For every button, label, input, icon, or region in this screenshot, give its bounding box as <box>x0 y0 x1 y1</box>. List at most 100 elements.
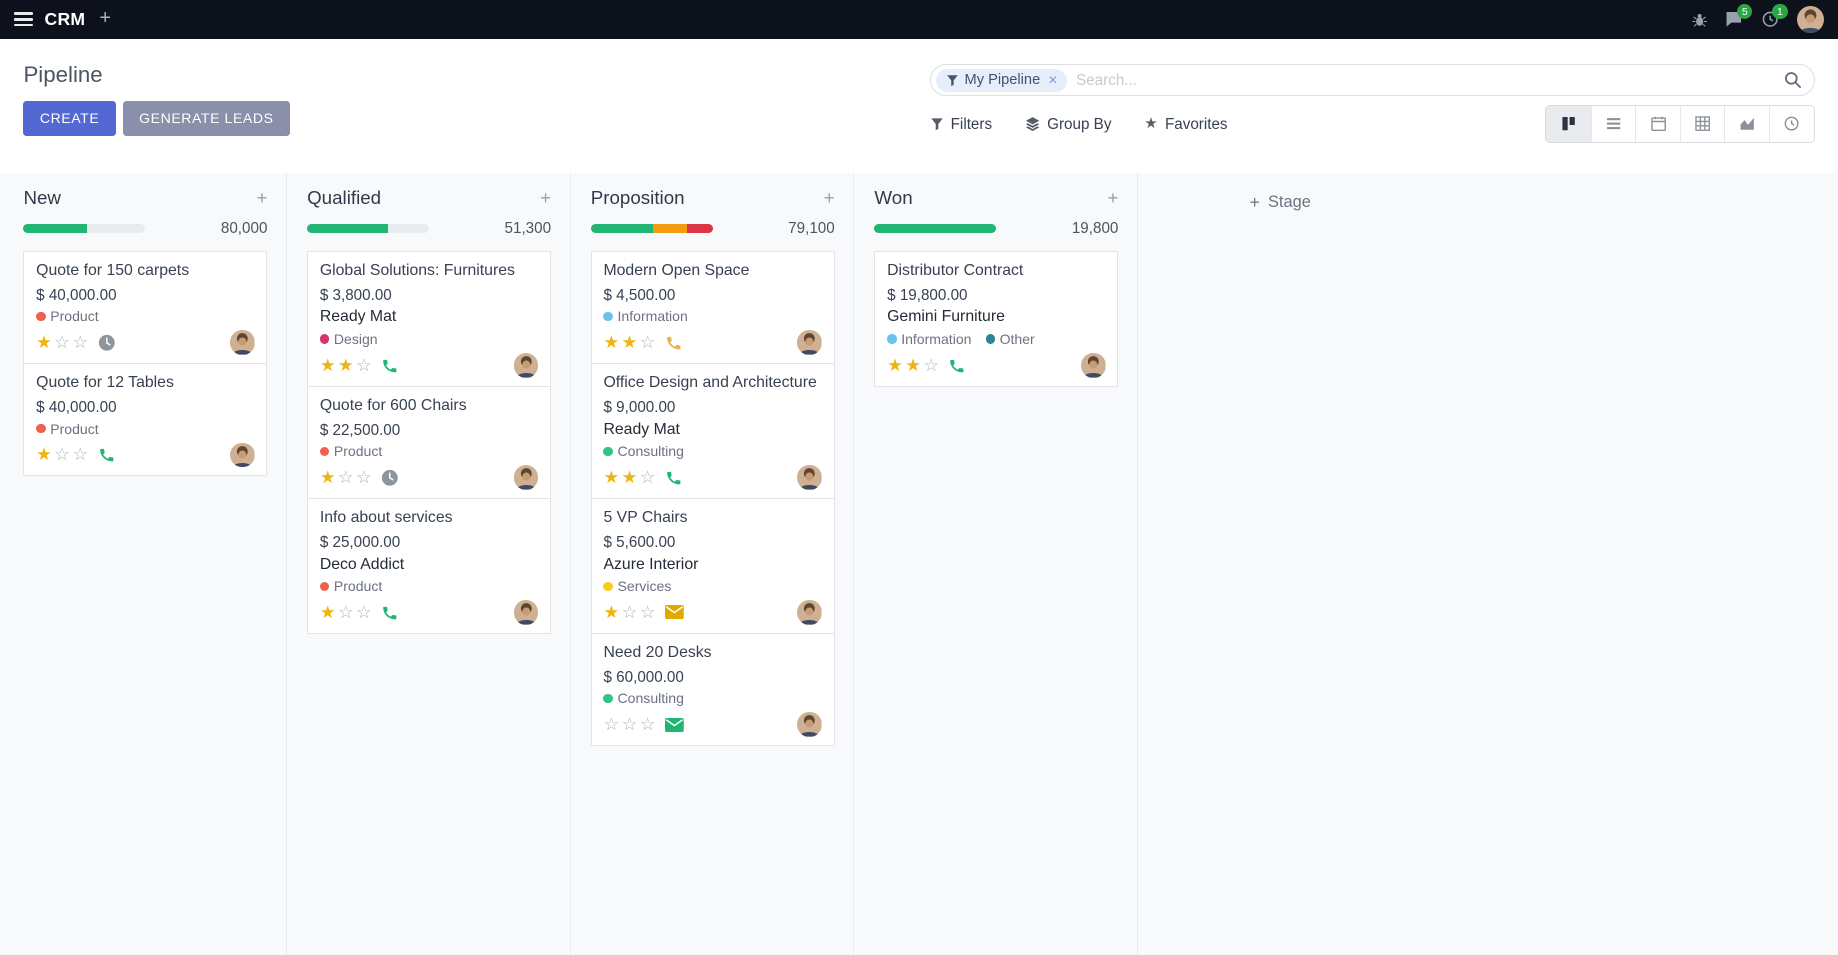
salesperson-avatar[interactable] <box>797 330 823 355</box>
user-avatar[interactable] <box>1796 5 1824 33</box>
priority-star[interactable]: ☆ <box>54 444 71 465</box>
search-bar[interactable]: My Pipeline × <box>929 64 1815 97</box>
column-add-icon[interactable]: + <box>256 186 268 208</box>
priority-star[interactable]: ☆ <box>639 466 656 487</box>
kanban-card[interactable]: 5 VP Chairs $ 5,600.00 Azure Interior Se… <box>590 497 835 634</box>
view-calendar-button[interactable] <box>1635 106 1680 142</box>
progressbar-segment[interactable] <box>652 223 688 233</box>
priority-star[interactable]: ★ <box>603 331 620 352</box>
view-pivot-button[interactable] <box>1679 106 1725 142</box>
kanban-card[interactable]: Modern Open Space $ 4,500.00 Information… <box>590 250 835 365</box>
salesperson-avatar[interactable] <box>797 600 823 625</box>
create-button[interactable]: CREATE <box>23 101 116 136</box>
priority-star[interactable]: ☆ <box>72 331 89 352</box>
card-partner: Ready Mat <box>603 420 680 438</box>
column-progressbar <box>307 223 429 233</box>
tag-label: Information <box>901 331 972 348</box>
salesperson-avatar[interactable] <box>797 465 823 490</box>
priority-star[interactable]: ☆ <box>621 713 638 734</box>
clock-activity-icon[interactable] <box>98 334 116 352</box>
kanban-card[interactable]: Quote for 12 Tables $ 40,000.00 Product … <box>23 362 268 477</box>
view-kanban-button[interactable] <box>1546 106 1591 142</box>
salesperson-avatar[interactable] <box>513 600 539 625</box>
priority-star[interactable]: ★ <box>319 601 336 622</box>
priority-star[interactable]: ★ <box>603 601 620 622</box>
priority-star[interactable]: ★ <box>905 354 921 375</box>
phone-activity-icon[interactable] <box>948 357 966 375</box>
kanban-card[interactable]: Distributor Contract $ 19,800.00 Gemini … <box>874 250 1119 387</box>
facet-remove-icon[interactable]: × <box>1048 71 1058 89</box>
app-name[interactable]: CRM <box>44 8 86 29</box>
progressbar-segment[interactable] <box>590 223 653 233</box>
salesperson-avatar[interactable] <box>230 330 255 355</box>
salesperson-avatar[interactable] <box>230 442 255 468</box>
priority-star[interactable]: ☆ <box>621 601 638 622</box>
kanban-card[interactable]: Quote for 600 Chairs $ 22,500.00 Product… <box>307 385 552 500</box>
generate-leads-button[interactable]: GENERATE LEADS <box>122 101 290 136</box>
phone-activity-icon[interactable] <box>381 357 399 375</box>
clock-activity-icon[interactable] <box>381 469 399 487</box>
debug-icon[interactable] <box>1691 12 1707 27</box>
kanban-card[interactable]: Info about services $ 25,000.00 Deco Add… <box>307 497 552 634</box>
activities-icon[interactable]: 1 <box>1762 4 1788 27</box>
search-input[interactable] <box>1066 71 1785 89</box>
salesperson-avatar[interactable] <box>513 353 539 378</box>
messages-icon[interactable]: 5 <box>1725 4 1753 27</box>
priority-star[interactable]: ☆ <box>639 331 656 352</box>
filters-button[interactable]: Filters <box>930 116 992 133</box>
priority-star[interactable]: ★ <box>36 444 52 465</box>
phone-activity-icon[interactable] <box>665 334 683 352</box>
priority-star[interactable]: ★ <box>319 466 336 487</box>
priority-star[interactable]: ☆ <box>639 601 656 622</box>
view-graph-button[interactable] <box>1724 106 1770 142</box>
search-icon[interactable] <box>1784 71 1802 89</box>
column-add-icon[interactable]: + <box>540 186 552 208</box>
priority-star[interactable]: ☆ <box>639 713 656 734</box>
priority-star[interactable]: ☆ <box>72 444 89 465</box>
phone-activity-icon[interactable] <box>98 446 116 464</box>
salesperson-avatar[interactable] <box>1081 353 1106 378</box>
priority-star[interactable]: ☆ <box>337 466 354 487</box>
kanban-card[interactable]: Quote for 150 carpets $ 40,000.00 Produc… <box>23 250 268 365</box>
kanban-card[interactable]: Global Solutions: Furnitures $ 3,800.00 … <box>307 250 552 387</box>
priority-star[interactable]: ★ <box>337 354 354 375</box>
favorites-button[interactable]: ★ Favorites <box>1144 116 1227 133</box>
priority-star[interactable]: ☆ <box>603 713 620 734</box>
salesperson-avatar[interactable] <box>797 712 823 737</box>
kanban-card[interactable]: Office Design and Architecture $ 9,000.0… <box>590 362 835 500</box>
tag: Services <box>603 578 671 594</box>
group-by-button[interactable]: Group By <box>1025 115 1112 133</box>
column-add-icon[interactable]: + <box>823 186 835 208</box>
progressbar-segment[interactable] <box>23 223 87 233</box>
priority-star[interactable]: ★ <box>36 331 52 352</box>
view-list-button[interactable] <box>1590 106 1636 142</box>
view-activity-button[interactable] <box>1769 106 1814 142</box>
progressbar-segment[interactable] <box>307 223 388 233</box>
priority-star[interactable]: ☆ <box>337 601 354 622</box>
priority-star[interactable]: ☆ <box>356 601 372 622</box>
group-by-label: Group By <box>1047 115 1112 133</box>
phone-activity-icon[interactable] <box>665 469 683 487</box>
plus-icon[interactable]: + <box>99 7 111 30</box>
envelope-activity-icon[interactable] <box>664 717 684 732</box>
priority-star[interactable]: ☆ <box>356 466 372 487</box>
phone-activity-icon[interactable] <box>381 604 399 622</box>
column-add-icon[interactable]: + <box>1107 186 1119 208</box>
add-stage-button[interactable]: + Stage <box>1249 193 1310 212</box>
progressbar-segment[interactable] <box>687 223 713 233</box>
priority-star[interactable]: ★ <box>887 354 903 375</box>
search-facet[interactable]: My Pipeline × <box>936 68 1067 92</box>
priority-star[interactable]: ☆ <box>356 354 372 375</box>
envelope-activity-icon[interactable] <box>664 605 684 620</box>
priority-star[interactable]: ☆ <box>54 331 71 352</box>
priority-star[interactable]: ★ <box>603 466 620 487</box>
apps-menu-icon[interactable] <box>14 12 33 27</box>
kanban-card[interactable]: Need 20 Desks $ 60,000.00 Consulting ☆ ☆ ☆ <box>590 632 835 747</box>
priority-star[interactable]: ★ <box>621 466 638 487</box>
tag: Product <box>319 578 382 594</box>
priority-star[interactable]: ★ <box>319 354 336 375</box>
priority-star[interactable]: ☆ <box>923 354 940 375</box>
priority-star[interactable]: ★ <box>621 331 638 352</box>
salesperson-avatar[interactable] <box>513 465 539 490</box>
progressbar-segment[interactable] <box>874 223 997 233</box>
